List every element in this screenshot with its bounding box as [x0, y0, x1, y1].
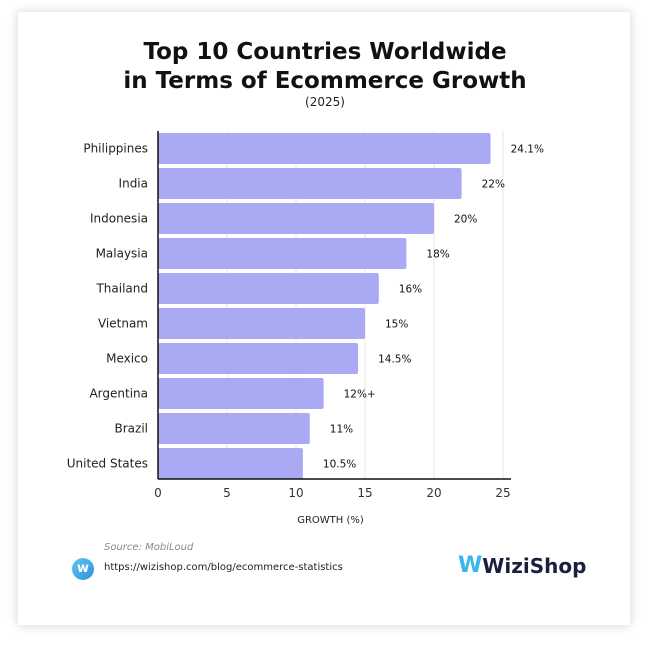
category-label: India	[119, 177, 148, 191]
category-label: Mexico	[106, 352, 148, 366]
x-tick-label: 10	[288, 486, 303, 500]
bar	[158, 133, 491, 164]
x-tick-label: 25	[495, 486, 510, 500]
x-tick-label: 20	[426, 486, 441, 500]
category-label: Brazil	[115, 422, 149, 436]
bar	[158, 343, 359, 374]
title-line-1: Top 10 Countries Worldwide	[143, 39, 507, 65]
bar	[158, 168, 462, 199]
bar	[158, 273, 379, 304]
category-label: Malaysia	[96, 247, 148, 261]
data-label: 15%	[385, 319, 408, 331]
category-label: United States	[67, 457, 148, 471]
category-label: Argentina	[89, 387, 148, 401]
x-axis-title: GROWTH (%)	[297, 515, 364, 526]
wizishop-logo-icon: W	[458, 553, 482, 578]
data-label: 22%	[482, 179, 505, 191]
x-tick-label: 5	[223, 486, 231, 500]
brand-name: WiziShop	[482, 553, 587, 578]
data-label: 10.5%	[323, 459, 356, 471]
x-tick-label: 0	[154, 486, 162, 500]
title-line-2: in Terms of Ecommerce Growth	[123, 68, 527, 94]
data-label: 16%	[399, 284, 422, 296]
bar	[158, 308, 365, 339]
data-label: 18%	[426, 249, 449, 261]
category-label: Vietnam	[98, 317, 148, 331]
bar	[158, 413, 310, 444]
data-label: 14.5%	[378, 354, 411, 366]
wizishop-favicon-icon: w	[72, 558, 94, 580]
bar	[158, 203, 434, 234]
bar	[158, 378, 324, 409]
bar	[158, 448, 303, 479]
source-url[interactable]: https://wizishop.com/blog/ecommerce-stat…	[104, 562, 343, 573]
data-label: 24.1%	[511, 144, 544, 156]
wizishop-logo: W WiziShop	[458, 553, 586, 578]
chart-title: Top 10 Countries Worldwide in Terms of E…	[0, 38, 650, 96]
bar	[158, 238, 407, 269]
x-tick-label: 15	[357, 486, 372, 500]
data-label: 12%+	[344, 389, 376, 401]
category-label: Indonesia	[90, 212, 148, 226]
data-label: 11%	[330, 424, 353, 436]
category-label: Philippines	[83, 142, 148, 156]
source-text: Source: MobiLoud	[104, 542, 194, 553]
data-label: 20%	[454, 214, 477, 226]
category-label: Thailand	[95, 282, 148, 296]
chart-subtitle: (2025)	[305, 95, 345, 109]
